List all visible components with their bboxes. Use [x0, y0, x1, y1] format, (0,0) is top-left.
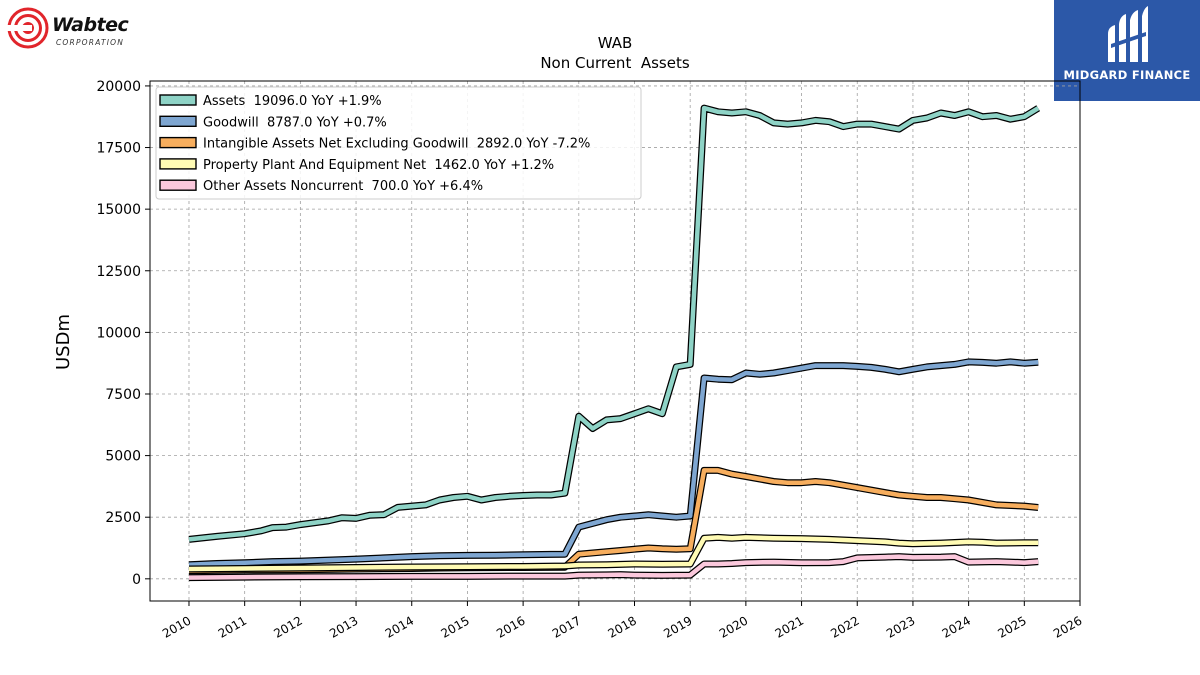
x-tick-label: 2024: [940, 613, 973, 640]
x-tick-label: 2016: [494, 613, 527, 640]
midgard-wordmark: MIDGARD FINANCE: [1063, 68, 1191, 82]
axes-layer: 2010 2011 2012 2013 2014 2015 2016 2017 2018 2019…: [96, 79, 1084, 641]
x-tick-label: 2020: [717, 613, 750, 640]
midgard-mark-icon: [1108, 6, 1148, 62]
legend-label: Assets 19096.0 YoY +1.9%: [203, 94, 382, 109]
x-tick-label: 2017: [550, 613, 583, 640]
y-tick-label: 0: [132, 572, 141, 588]
wabtec-subtitle: CORPORATION: [56, 38, 125, 47]
x-tick-label: 2022: [828, 613, 861, 640]
plot-frame: [149, 80, 1081, 602]
x-tick-label: 2015: [438, 613, 471, 640]
y-tick-label: 10000: [96, 325, 141, 341]
legend: Assets 19096.0 YoY +1.9% Goodwill 8787.0 …: [155, 86, 642, 200]
legend-swatch: [159, 94, 197, 106]
chart-subtitle: Non Current Assets: [540, 54, 690, 72]
x-tick-label: 2012: [271, 613, 304, 640]
x-tick-label: 2025: [995, 613, 1028, 640]
y-tick-label: 15000: [96, 202, 141, 218]
x-tick-label: 2010: [160, 613, 193, 640]
wabtec-wordmark: Wabtec: [52, 14, 129, 36]
y-tick-label: 12500: [96, 264, 141, 280]
legend-label: Property Plant And Equipment Net 1462.0 …: [203, 158, 554, 173]
series-line-outline: [188, 358, 1039, 569]
chart-title: WAB: [598, 34, 633, 52]
y-axis-label: USDm: [53, 314, 74, 370]
y-tick-label: 17500: [96, 141, 141, 157]
legend-label: Other Assets Noncurrent 700.0 YoY +6.4%: [203, 179, 483, 194]
x-tick-label: 2013: [327, 613, 360, 640]
x-tick-label: 2018: [606, 613, 639, 640]
midgard-finance-logo: MIDGARD FINANCE: [1054, 0, 1200, 101]
x-tick-label: 2019: [661, 613, 694, 640]
series-line: [188, 554, 1039, 580]
legend-label: Goodwill 8787.0 YoY +0.7%: [203, 115, 387, 130]
y-tick-label: 7500: [105, 387, 141, 403]
legend-label: Intangible Assets Net Excluding Goodwill…: [203, 137, 590, 152]
legend-box: [155, 86, 642, 200]
x-tick-label: 2011: [216, 613, 249, 640]
wabtec-logo: Wabtec CORPORATION: [6, 6, 146, 52]
series-layer: [188, 104, 1041, 582]
series-line: [188, 105, 1040, 542]
series-line: [188, 359, 1039, 568]
x-tick-label: 2014: [383, 613, 416, 640]
x-tick-label: 2021: [773, 613, 806, 640]
y-tick-label: 5000: [105, 449, 141, 465]
legend-swatch: [159, 158, 197, 170]
series-line: [188, 535, 1039, 572]
wabtec-mark-icon: [6, 7, 49, 49]
legend-swatch: [159, 115, 197, 128]
y-tick-label: 20000: [96, 79, 141, 95]
legend-swatch: [159, 179, 197, 191]
x-tick-label: 2026: [1051, 613, 1084, 640]
x-tick-label: 2023: [884, 613, 917, 640]
legend-swatch: [159, 136, 197, 149]
y-tick-label: 2500: [105, 510, 141, 526]
